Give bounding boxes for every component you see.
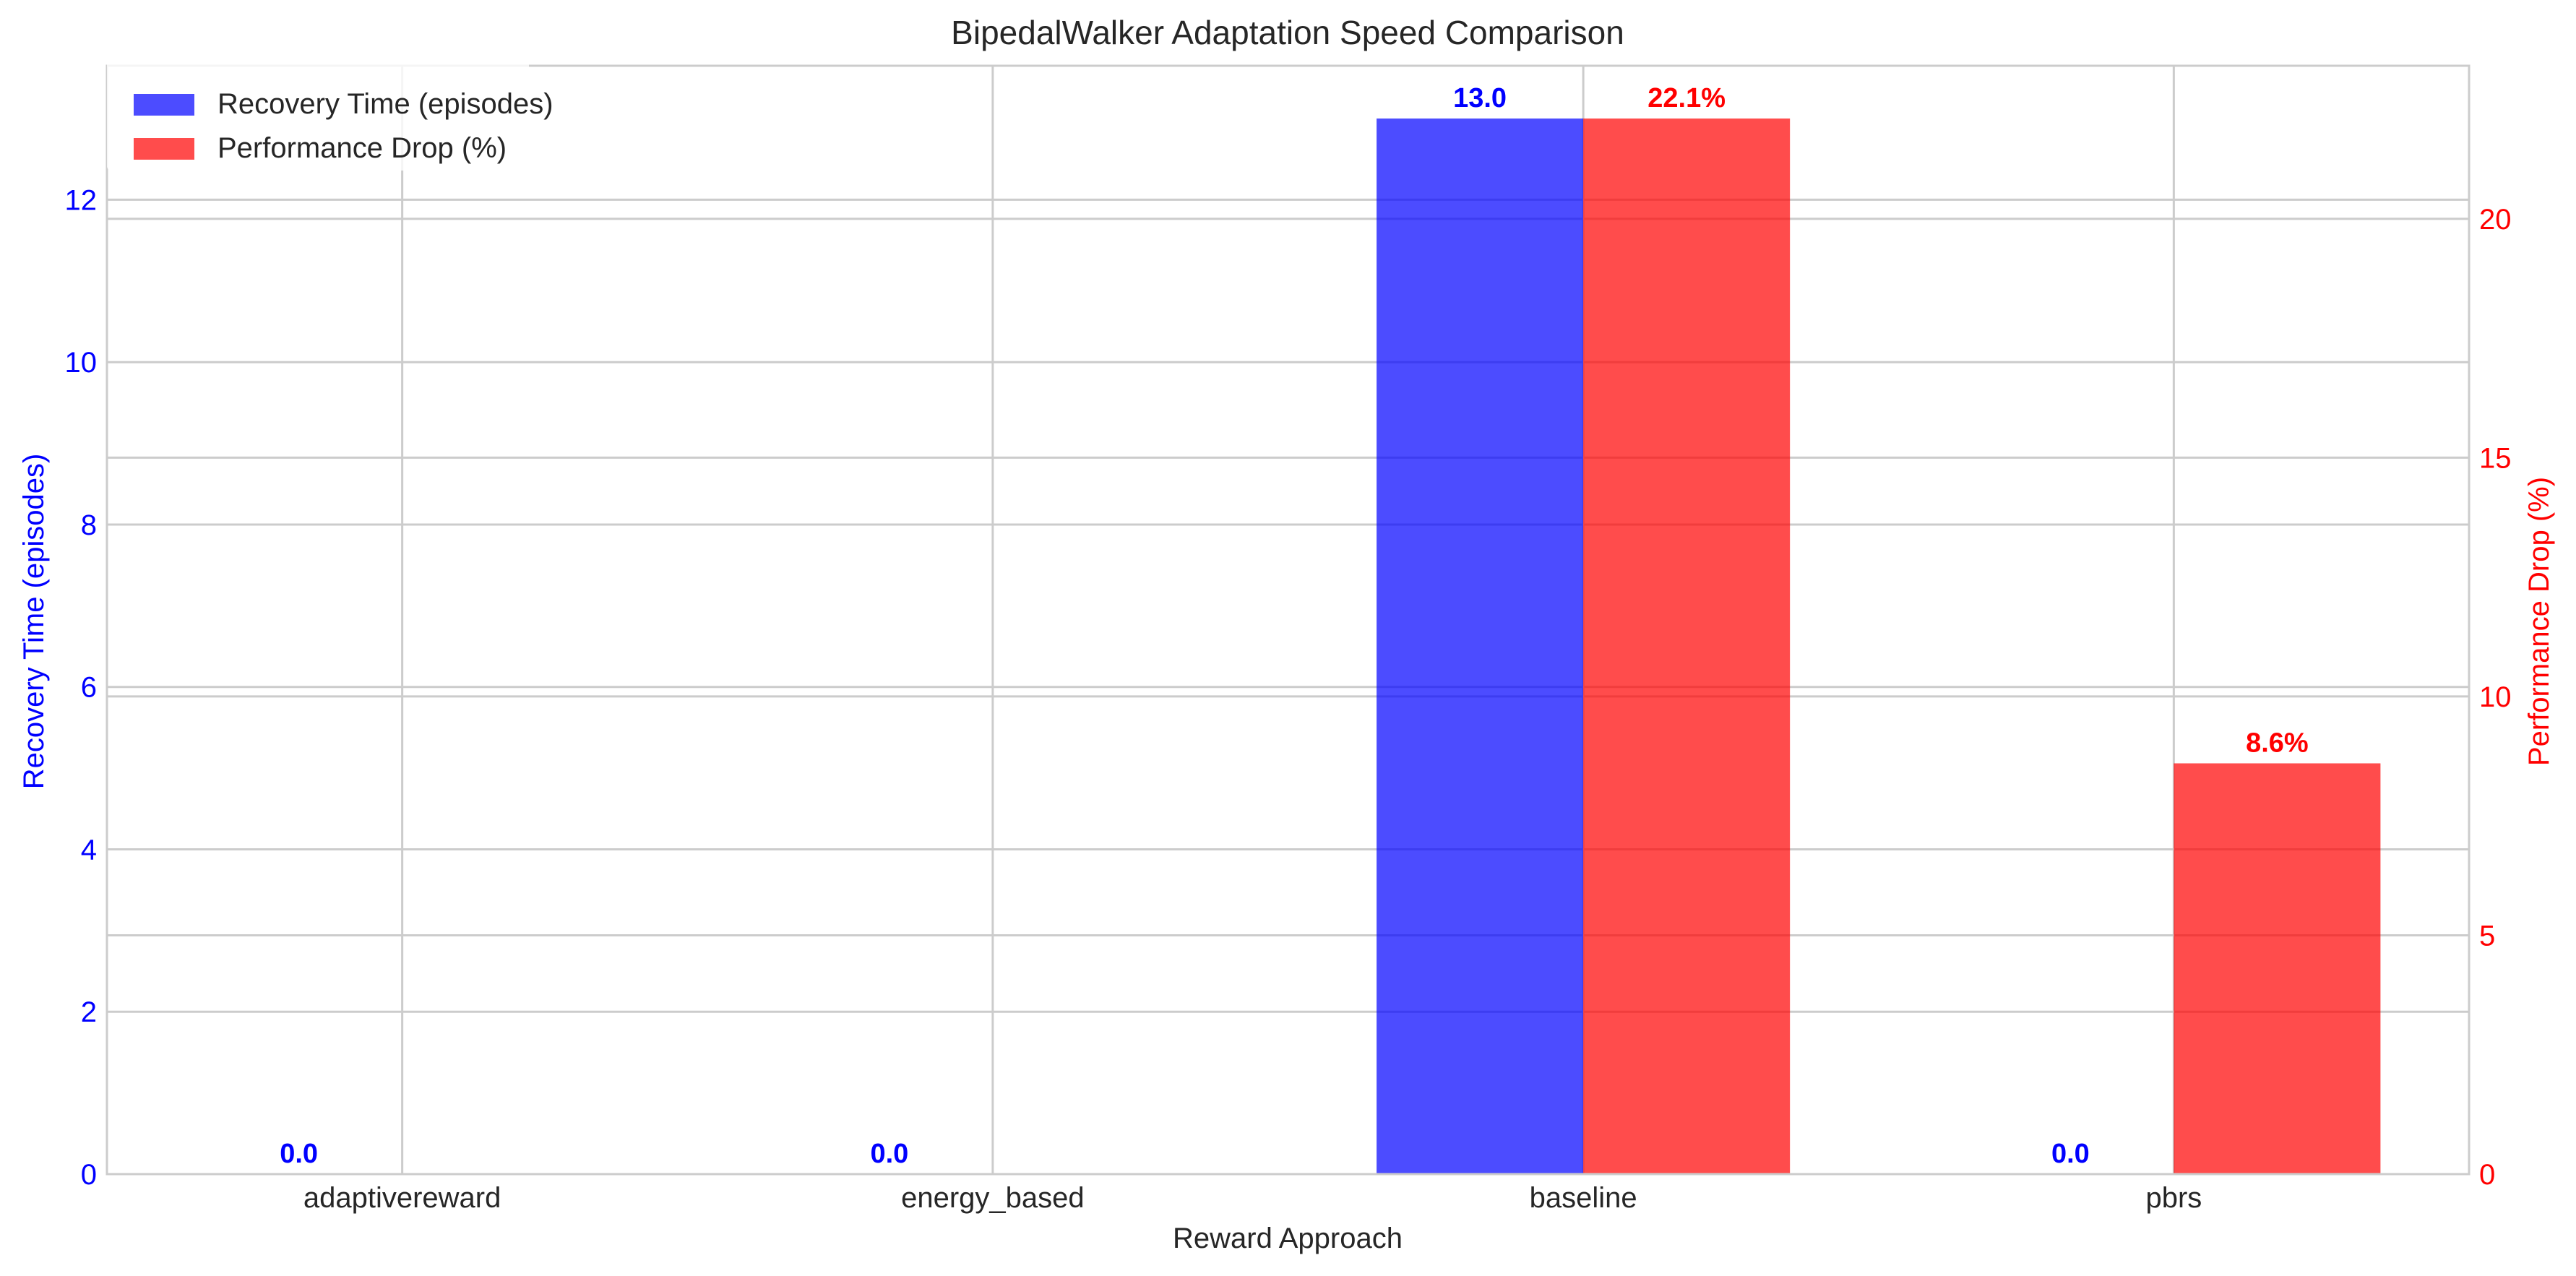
y-left-tick-label: 6 [81,672,97,704]
y-right-tick-label: 0 [2479,1159,2495,1191]
x-axis-label: Reward Approach [1173,1223,1403,1254]
y-right-tick-label: 20 [2479,204,2512,236]
data-label-recovery-time: 0.0 [870,1139,908,1169]
data-label-recovery-time: 0.0 [2051,1139,2090,1169]
bars [1377,118,2381,1175]
data-label-recovery-time: 0.0 [280,1139,318,1169]
y-right-tick-label: 15 [2479,442,2512,474]
legend: Recovery Time (episodes) Performance Dro… [107,61,553,171]
x-tick-label: pbrs [2145,1182,2202,1214]
y-left-tick-label: 0 [81,1159,97,1191]
bar-performance-drop-baseline [1583,118,1791,1175]
legend-swatch-recovery-time [134,94,194,116]
y-left-tick-label: 2 [81,996,97,1028]
bar-recovery-time-baseline [1377,118,1584,1175]
data-labels: 0.0 0.0 13.0 0.0 22.1% 8.6% [280,83,2309,1169]
legend-swatch-performance-drop [134,138,194,160]
x-tick-label: energy_based [901,1182,1085,1214]
y-axis-left-label: Recovery Time (episodes) [18,454,50,790]
x-tick-label: baseline [1530,1182,1637,1214]
y-left-tick-label: 4 [81,834,97,866]
legend-label-recovery-time: Recovery Time (episodes) [217,88,553,120]
bar-performance-drop-pbrs [2174,763,2381,1174]
plot-border [105,64,2471,1176]
y-right-tick-label: 5 [2479,920,2495,952]
data-label-performance-drop: 8.6% [2246,728,2309,758]
data-label-recovery-time: 13.0 [1453,83,1507,113]
y-left-tick-label: 12 [65,184,98,216]
data-label-performance-drop: 22.1% [1647,83,1726,113]
y-right-tick-label: 10 [2479,681,2512,713]
x-tick-label: adaptivereward [303,1182,501,1214]
chart-title: BipedalWalker Adaptation Speed Compariso… [951,14,1624,51]
legend-label-performance-drop: Performance Drop (%) [217,132,507,164]
plot-frame [105,64,2471,1176]
y-axis-right-label: Performance Drop (%) [2523,477,2555,766]
y-left-tick-label: 8 [81,509,97,541]
tick-labels: adaptivereward energy_based baseline pbrs 0 2… [65,184,2512,1214]
y-left-tick-label: 10 [65,347,98,379]
